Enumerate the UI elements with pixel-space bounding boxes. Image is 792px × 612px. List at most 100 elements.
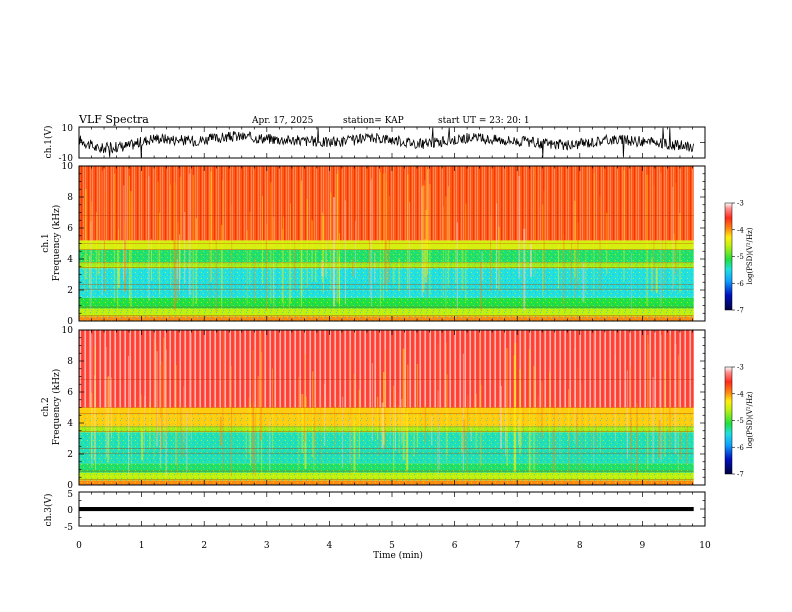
spectrogram-burst — [479, 261, 482, 311]
spectrogram-burst — [383, 372, 386, 445]
spectrogram-burst — [273, 260, 275, 308]
spectrogram-burst — [353, 420, 356, 475]
spectrogram-burst — [518, 419, 520, 445]
spectrogram-burst — [269, 418, 271, 472]
spectrogram-burst — [489, 215, 491, 291]
spectrogram-burst — [520, 409, 522, 447]
spectrogram-burst — [300, 180, 302, 308]
spectrogram-burst — [311, 220, 313, 282]
spectrogram-burst — [384, 349, 386, 449]
spectrogram-burst — [323, 214, 325, 293]
spectrogram-burst — [505, 406, 507, 456]
spectrogram-burst — [117, 268, 120, 288]
spectrogram-burst — [159, 364, 161, 455]
spectrogram-burst — [103, 190, 105, 293]
spectrogram-burst — [660, 172, 662, 307]
spectrogram-burst — [379, 171, 381, 308]
spectrogram-burst — [188, 173, 191, 296]
spectrogram-burst — [342, 396, 344, 468]
spectrogram-burst — [636, 402, 639, 476]
spectrogram-burst — [209, 192, 211, 304]
spectrogram-burst — [651, 257, 653, 292]
spectrogram-burst — [498, 227, 501, 291]
frequency-tick-label: 4 — [67, 255, 73, 265]
spectrogram-burst — [577, 222, 579, 289]
ch1-spectrogram-ticks — [78, 165, 706, 322]
spectrogram-burst — [222, 180, 224, 291]
spectrogram-burst — [312, 371, 314, 458]
ch2-spectrogram-yticks: 0 2 4 6 8 10 — [62, 326, 74, 491]
spectrogram-burst — [131, 412, 133, 467]
spectrogram-burst — [405, 412, 408, 472]
spectrogram-burst — [437, 344, 439, 470]
spectrogram-burst — [127, 355, 129, 476]
spectrogram-burst — [528, 349, 530, 476]
spectrogram-burst — [159, 212, 161, 295]
spectrogram-burst — [215, 218, 217, 313]
spectrogram-burst — [222, 331, 224, 471]
spectrogram-burst — [392, 266, 395, 284]
spectrogram-burst — [334, 404, 336, 447]
spectrogram-burst — [124, 220, 127, 292]
spectrogram-burst — [173, 182, 176, 310]
spectrogram-burst — [300, 246, 303, 297]
spectrogram-burst — [89, 221, 92, 312]
spectrogram-burst — [105, 347, 107, 458]
spectrogram-burst — [336, 173, 338, 303]
spectrogram-burst — [94, 345, 96, 471]
spectrogram-burst — [84, 255, 86, 294]
spectrogram-burst — [522, 259, 524, 307]
spectrogram-burst — [288, 248, 290, 310]
spectrogram-burst — [252, 401, 254, 458]
spectrogram-burst — [445, 342, 447, 464]
spectrogram-burst — [148, 176, 150, 301]
spectrogram-burst — [686, 425, 688, 464]
spectrogram-burst — [445, 196, 447, 312]
spectrogram-burst — [250, 404, 252, 467]
spectrogram-burst — [442, 206, 444, 298]
time-tick-label: 2 — [201, 541, 207, 551]
spectrogram-burst — [382, 173, 384, 301]
spectrogram-burst — [123, 185, 125, 281]
spectrogram-burst — [282, 229, 284, 303]
spectrogram-burst — [416, 363, 418, 448]
ch3-ytick-bottom: -5 — [64, 523, 73, 533]
spectrogram-burst — [249, 211, 251, 286]
spectrogram-burst — [623, 170, 625, 282]
spectrogram-burst — [273, 217, 275, 298]
spectrogram-burst — [101, 170, 103, 296]
spectrogram-burst — [338, 233, 340, 308]
spectrogram-burst — [301, 393, 304, 454]
spectrogram-burst — [338, 256, 340, 304]
ch1-waveform-ylabel: ch.1(V) — [43, 126, 54, 159]
spectrogram-burst — [161, 361, 163, 450]
spectrogram-burst — [574, 348, 576, 444]
spectrogram-burst — [349, 418, 351, 464]
spectrogram-speckle — [79, 413, 694, 485]
spectrogram-burst — [467, 395, 469, 474]
time-tick-label: 1 — [139, 541, 145, 551]
colorbar-tick-label: -4 — [737, 226, 744, 234]
spectrogram-burst — [325, 166, 327, 278]
spectrogram-burst — [155, 351, 158, 447]
spectrogram-burst — [402, 348, 405, 461]
spectrogram-burst — [542, 204, 544, 296]
spectrogram-burst — [593, 172, 595, 296]
spectrogram-burst — [564, 242, 566, 313]
spectrogram-burst — [128, 176, 130, 301]
spectrogram-burst — [455, 244, 457, 284]
spectrogram-burst — [190, 331, 192, 441]
spectrogram-burst — [94, 375, 96, 461]
spectrogram-burst — [606, 213, 608, 275]
ch2-spectrogram-ylabel-frequency: Frequency (kHz) — [51, 369, 62, 446]
spectrogram-burst — [149, 402, 151, 449]
spectrogram-burst — [293, 249, 296, 291]
spectrogram-burst — [461, 426, 464, 454]
spectrogram-burst — [465, 203, 467, 302]
spectrogram-burst — [523, 228, 526, 311]
spectrogram-texture — [79, 330, 694, 408]
time-tick-label: 9 — [640, 541, 646, 551]
ch1-colorbar-label: log(PSD)(V²/Hz) — [746, 227, 754, 284]
ch2-spectrogram-image — [79, 330, 694, 485]
